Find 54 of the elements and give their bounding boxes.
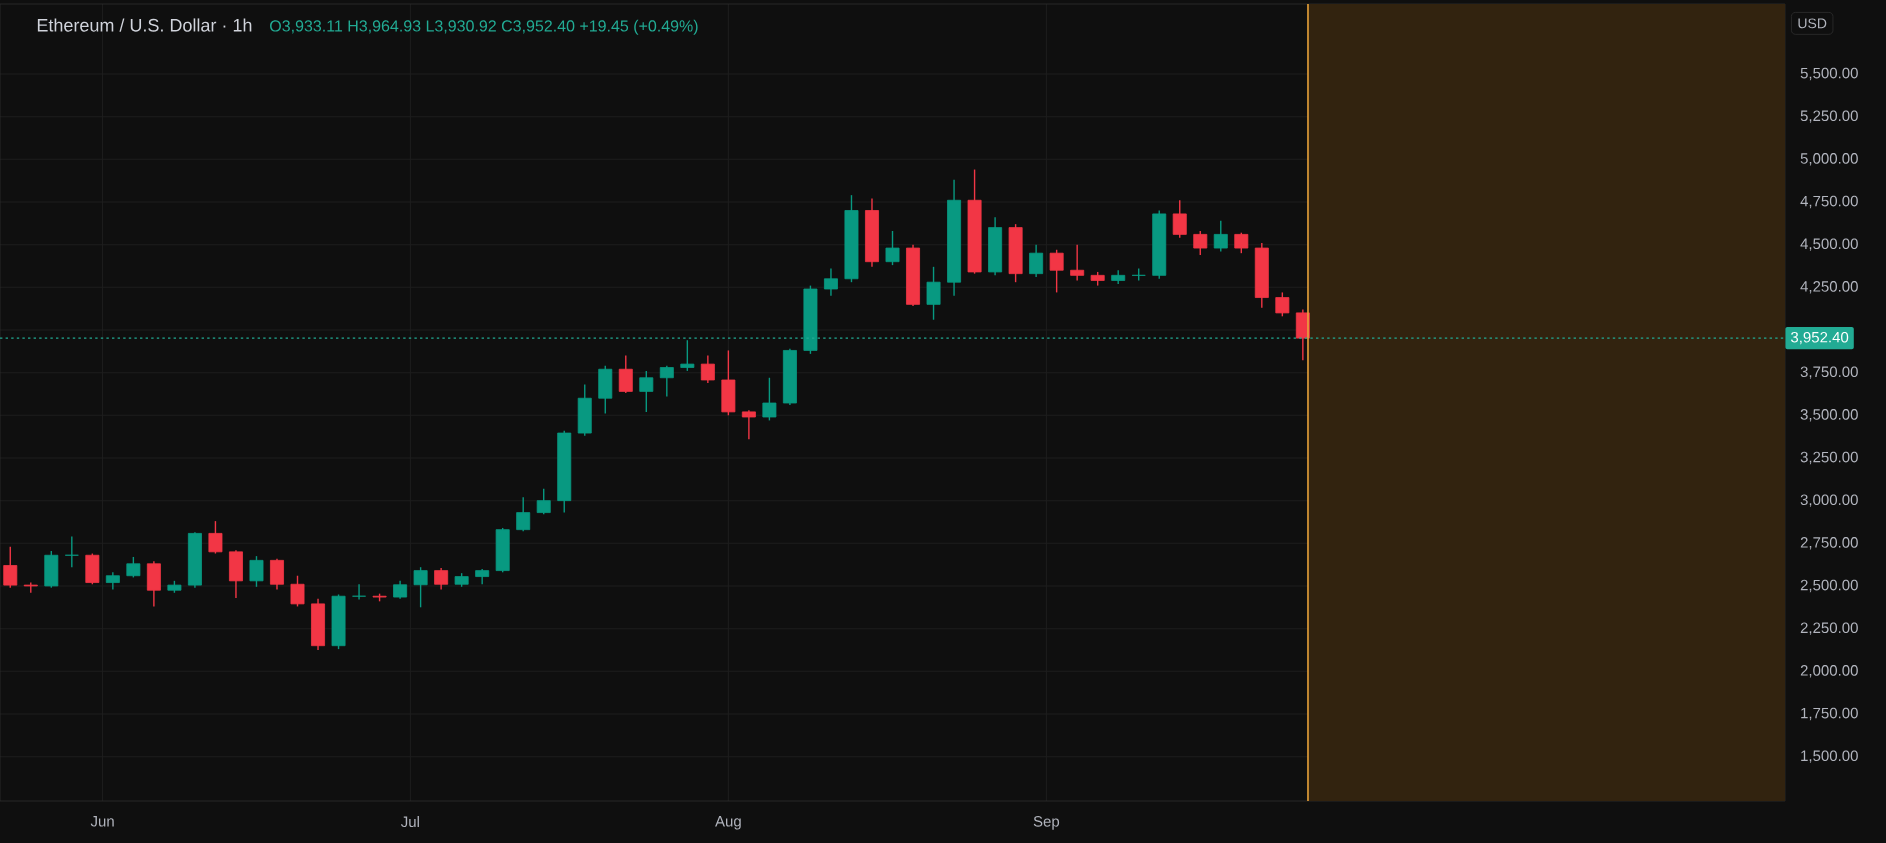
y-tick-label: 5,000.00 (1800, 153, 1858, 166)
candlestick (700, 354, 715, 384)
candlestick (1213, 220, 1228, 253)
candlestick (352, 583, 367, 601)
candlestick (1049, 249, 1064, 294)
candlestick (413, 566, 428, 608)
y-axis-title: USD (1798, 18, 1827, 29)
x-tick-label: Jun (90, 816, 114, 827)
y-tick-label: 4,250.00 (1800, 281, 1858, 294)
candlestick (516, 496, 531, 533)
candlestick (680, 339, 695, 372)
candlestick (64, 535, 79, 568)
y-tick-label: 5,250.00 (1800, 110, 1858, 123)
candlestick (823, 267, 838, 297)
text: Ethereum / U.S. Dollar · 1h (37, 18, 252, 32)
y-tick-label: 2,000.00 (1800, 665, 1858, 678)
candlestick (3, 546, 18, 589)
y-tick-label: 3,500.00 (1800, 409, 1858, 422)
candlestick (762, 377, 777, 422)
candlestick (1070, 243, 1085, 282)
candlestick (270, 557, 284, 591)
candlestick (1234, 231, 1249, 254)
y-tick-label: 2,250.00 (1800, 622, 1858, 635)
y-tick-label: 1,750.00 (1801, 707, 1858, 721)
y-tick-label: 3,750.00 (1800, 366, 1858, 379)
candlestick (1172, 199, 1187, 239)
candlestick (1275, 291, 1290, 318)
x-tick-label: Sep (1033, 816, 1060, 830)
ref-line-label: 3,952.40 (1790, 331, 1849, 345)
y-tick-label: 2,500.00 (1800, 579, 1858, 593)
candlestick (618, 354, 633, 394)
candlestick (208, 520, 223, 555)
y-tick-label: 4,750.00 (1800, 195, 1858, 209)
candlestick (290, 575, 305, 608)
candlestick (659, 365, 674, 398)
candlestick (639, 370, 654, 413)
text: O3,933.11 H3,964.93 L3,930.92 C3,952.40 +19.45 (+0.49%) (270, 19, 698, 35)
candlestick (741, 409, 756, 440)
candlestick (249, 555, 264, 588)
candlestick (126, 556, 141, 579)
y-tick-label: 2,750.00 (1800, 537, 1858, 550)
candlestick (885, 230, 900, 266)
y-tick-label: 3,000.00 (1800, 494, 1858, 507)
candlestick (434, 567, 449, 591)
candlestick (536, 487, 551, 515)
candlestick (926, 266, 941, 321)
y-tick-label: 1,500.00 (1801, 750, 1858, 763)
y-tick-label: 5,500.00 (1800, 67, 1858, 81)
candlestick (1029, 243, 1044, 278)
y-tick-label: 3,250.00 (1800, 451, 1858, 465)
x-tick-label: Jul (400, 816, 419, 828)
x-tick-label: Aug (715, 816, 741, 830)
candlestick (1193, 230, 1208, 256)
y-tick-label: 4,500.00 (1800, 238, 1858, 251)
